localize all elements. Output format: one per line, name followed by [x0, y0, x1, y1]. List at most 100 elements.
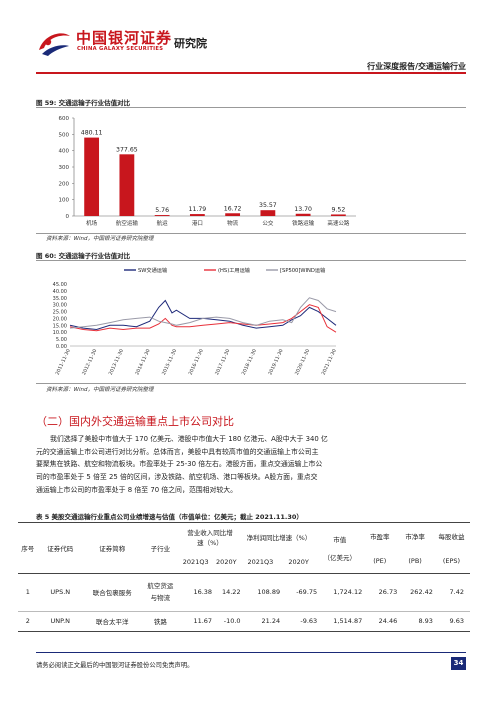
y-tick-label: 0.00 [56, 344, 67, 350]
cell-pb: 8.93 [418, 617, 433, 625]
y-tick-label: 600 [59, 116, 70, 122]
th-rev-2020: 2020Y [216, 557, 237, 566]
th-eps: 每股收益 (EPS) [433, 523, 470, 573]
x-tick-label: 2012-11-30 [81, 348, 98, 376]
x-tick-label: 高速公路 [327, 219, 350, 227]
th-no: 序号 [21, 544, 35, 553]
th-pb-sub: (PB) [408, 556, 422, 565]
x-tick-label: 2018-11-30 [241, 348, 258, 376]
legend-label: (HS)工用运输 [218, 266, 251, 274]
x-tick-label: 2016-11-30 [188, 348, 205, 376]
cell-code: UNP.N [50, 617, 71, 625]
th-profit-q3: 2021Q3 [247, 557, 274, 566]
y-tick-label: 5.00 [56, 337, 67, 343]
x-tick-label: 港口 [192, 219, 203, 227]
bar-value-label: 5.76 [155, 207, 169, 214]
series-line [69, 304, 337, 333]
para-line: 我们选择了美股中市值大于 170 亿美元、港股中市值大于 180 亿港元、A股中… [50, 435, 328, 443]
bar [330, 214, 346, 216]
bar-value-label: 16.72 [224, 205, 242, 212]
x-tick-label: 2015-11-30 [161, 348, 178, 376]
cell-mcap: 1,514.87 [333, 617, 363, 625]
cell-name: 联合包裹服务 [92, 589, 132, 597]
cell-sub: 航空货运与物流 [147, 582, 174, 602]
cell-no: 2 [25, 617, 30, 625]
fig59-bottom-rule [36, 233, 466, 234]
th-name: 证券简称 [99, 544, 126, 553]
th-pb-label: 市净率 [405, 532, 425, 541]
y-tick-label: 200 [59, 181, 70, 187]
x-tick-label: 2011-11-30 [55, 348, 72, 376]
y-tick-label: 400 [59, 149, 70, 155]
footer-rule [36, 652, 466, 653]
cell-mcap: 1,724.12 [333, 588, 363, 596]
bar-value-label: 13.70 [294, 206, 312, 213]
legend-label: [SP500]WIND运输 [280, 266, 326, 274]
header-rule [36, 72, 466, 74]
fig60-title-rule [36, 260, 466, 261]
bar-value-label: 377.65 [116, 146, 138, 153]
y-tick-label: 0 [66, 214, 70, 220]
y-tick-label: 100 [59, 198, 70, 204]
bar [260, 210, 276, 216]
fig59-source: 资料来源：Wind，中国银河证券研究院整理 [46, 236, 154, 242]
fig59-title-rule [36, 107, 466, 108]
section-paragraph: 我们选择了美股中市值大于 170 亿美元、港股中市值大于 180 亿港元、A股中… [36, 433, 468, 497]
y-tick-label: 45.00 [53, 282, 67, 288]
y-tick-label: 300 [59, 165, 70, 171]
th-profit: 净利润同比增速（%） [246, 534, 312, 542]
y-tick-label: 30.00 [53, 303, 67, 309]
x-tick-label: 铁路运输 [292, 219, 315, 227]
y-tick-label: 40.00 [53, 289, 67, 295]
cell-rev-q3: 16.38 [193, 588, 213, 596]
bar [295, 213, 311, 216]
report-type: 行业深度报告/交通运输行业 [367, 62, 466, 71]
fig59-title: 图 59: 交通运输子行业估值对比 [36, 99, 131, 107]
x-tick-label: 2014-11-30 [134, 348, 151, 376]
cell-pe: 24.46 [378, 617, 398, 625]
th-rev-q3: 2021Q3 [182, 557, 209, 566]
x-tick-label: 2013-11-30 [108, 348, 125, 376]
para-line: 通运输上市公司的市盈率处于 8 倍至 70 倍之间，范围相对较大。 [36, 485, 238, 494]
para-line: 要聚焦在铁路、航空和物流板块。市盈率处于 25-30 倍左右。港股方面，重点交通… [36, 460, 323, 469]
bar [84, 137, 100, 216]
section-title: （二）国内外交通运输重点上市公司对比 [36, 415, 234, 428]
fig60-bottom-rule [36, 383, 466, 384]
table-row: 2 UNP.N 联合太平洋 铁路 11.67 -10.0 21.24 -9.63… [18, 611, 470, 631]
para-line: 元的交通运输上市公司进行对比分析。总体而言，美股中具有较高市值的交通运输上市公司… [36, 447, 319, 456]
logo-en-text: CHINA GALAXY SECURITIES [77, 46, 164, 52]
th-eps-sub: (EPS) [442, 556, 461, 565]
y-tick-label: 500 [59, 132, 70, 138]
th-mcap-label: 市值 [333, 535, 347, 544]
th-code: 证券代码 [47, 544, 74, 553]
cell-pro-y: -9.63 [300, 617, 318, 625]
fig59-bar-chart: 0 100 200 300 400 500 600 480.11 机场 377.65 航空运输 5.7… [59, 116, 356, 227]
table-header-row: 序号 证券代码 证券简称 子行业 营业收入同比增速（%） 净利润同比增速（%） … [18, 523, 470, 565]
bar-value-label: 9.52 [331, 206, 345, 213]
th-eps-label: 每股收益 [438, 532, 465, 541]
bar-value-label: 11.79 [189, 206, 207, 213]
bar-value-label: 480.11 [81, 130, 103, 137]
x-tick-label: 2019-11-30 [267, 348, 284, 376]
th-pe-sub: (PE) [373, 556, 387, 565]
logo-mark [36, 28, 72, 58]
series-line [69, 297, 337, 329]
cell-pro-y: -69.75 [296, 588, 318, 596]
table5-title: 表 5 美股交通运输行业重点公司业绩增速与估值（市值单位：亿美元；截止 2021… [36, 513, 303, 521]
cell-rev-y: 14.22 [221, 588, 241, 596]
cell-sub: 铁路 [153, 618, 167, 626]
x-tick-label: 公交 [262, 219, 274, 227]
x-tick-label: 物流 [227, 219, 239, 227]
th-pe-label: 市盈率 [370, 532, 390, 541]
y-tick-label: 10.00 [53, 330, 67, 336]
y-tick-label: 15.00 [53, 323, 67, 329]
y-tick-label: 20.00 [53, 316, 67, 322]
bar [189, 214, 205, 216]
bar [225, 213, 241, 216]
table5-top-rule [18, 522, 470, 523]
bar [119, 154, 135, 216]
th-mcap: 市值 （亿美元） [317, 523, 362, 573]
cell-rev-y: -10.0 [223, 617, 241, 625]
th-mcap-unit: （亿美元） [323, 553, 356, 562]
bar-value-label: 35.57 [259, 202, 277, 209]
